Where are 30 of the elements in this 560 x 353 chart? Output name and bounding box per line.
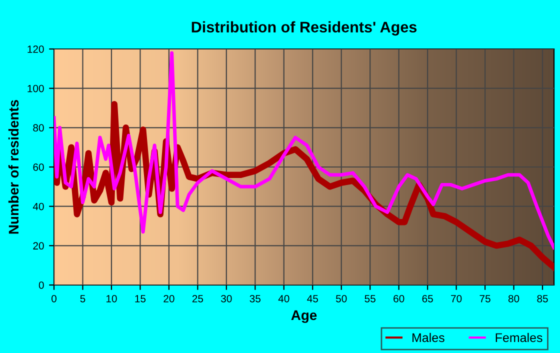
x-tick-label: 60 bbox=[394, 294, 404, 302]
y-tick-label: 20 bbox=[33, 242, 44, 250]
y-tick-label: 0 bbox=[38, 282, 44, 289]
x-axis-title: Age bbox=[291, 310, 317, 323]
y-axis-title: Number of residents bbox=[8, 100, 19, 234]
legend-label: Females bbox=[496, 332, 542, 342]
y-tick-label: 100 bbox=[28, 84, 44, 92]
y-tick-label: 60 bbox=[33, 164, 44, 171]
x-tick-label: 65 bbox=[422, 294, 433, 302]
y-tick-label: 120 bbox=[28, 46, 44, 53]
x-tick-label: 75 bbox=[480, 295, 490, 302]
legend-label: Males bbox=[412, 332, 444, 342]
x-tick-label: 25 bbox=[192, 294, 204, 302]
chart-title: Distribution of Residents' Ages bbox=[192, 21, 417, 36]
x-tick-label: 70 bbox=[451, 294, 462, 302]
x-tick-label: 50 bbox=[336, 294, 347, 302]
x-tick-label: 80 bbox=[508, 294, 520, 302]
x-tick-label: 45 bbox=[307, 295, 318, 302]
x-tick-label: 35 bbox=[250, 294, 261, 302]
x-tick-label: 0 bbox=[52, 294, 56, 302]
x-tick-label: 55 bbox=[364, 295, 376, 302]
x-tick-label: 15 bbox=[135, 295, 146, 302]
y-tick-label: 40 bbox=[32, 202, 44, 210]
x-tick-label: 5 bbox=[80, 295, 86, 302]
x-tick-label: 20 bbox=[164, 294, 174, 302]
y-tick-label: 80 bbox=[33, 124, 44, 132]
x-tick-label: 85 bbox=[537, 294, 548, 302]
x-tick-label: 40 bbox=[278, 294, 290, 302]
x-tick-label: 30 bbox=[221, 294, 232, 302]
x-tick-label: 10 bbox=[106, 294, 117, 302]
